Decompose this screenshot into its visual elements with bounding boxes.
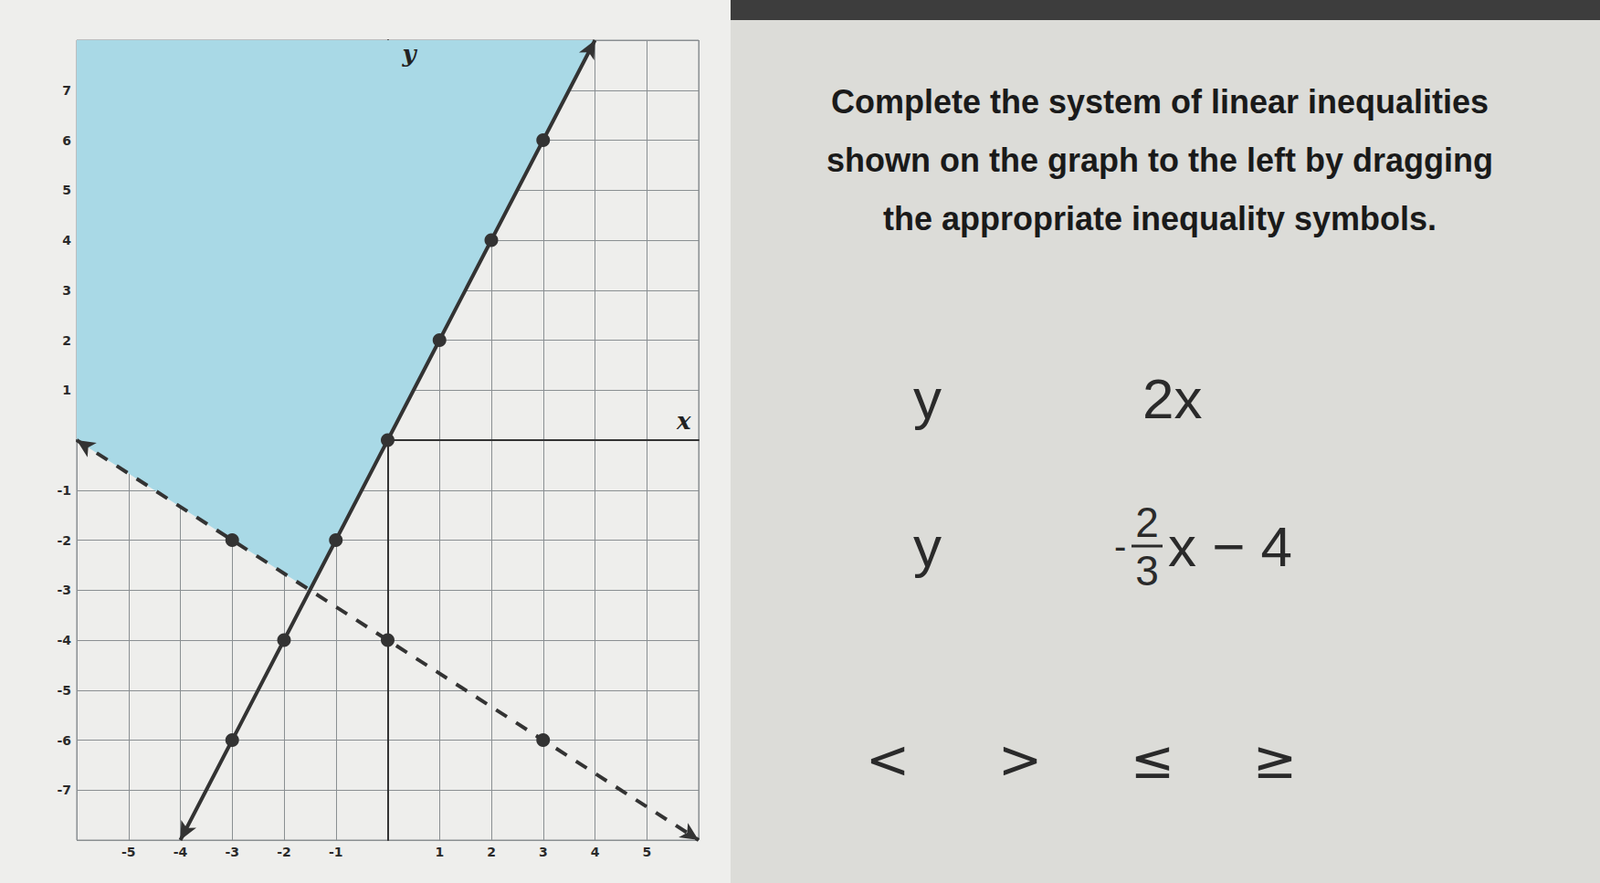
svg-text:7: 7: [62, 83, 72, 98]
svg-text:2: 2: [486, 844, 496, 860]
svg-text:-2: -2: [56, 533, 72, 548]
svg-text:4: 4: [590, 844, 600, 860]
svg-text:-3: -3: [56, 582, 72, 598]
html-text:y: y: [913, 514, 942, 578]
svg-text:-4: -4: [56, 632, 72, 648]
html-text:2x: 2x: [1142, 366, 1203, 430]
svg-text:2: 2: [62, 333, 72, 348]
svg-text:3: 3: [538, 844, 548, 860]
svg-text:5: 5: [642, 844, 652, 860]
svg-text:y: y: [401, 40, 419, 68]
html-text:Complete the system of linear: Complete the system of linear inequaliti…: [830, 83, 1489, 121]
svg-text:-3: -3: [224, 844, 240, 860]
svg-text:-1: -1: [56, 483, 72, 498]
svg-text:-1: -1: [328, 844, 344, 860]
svg-text:x: x: [675, 407, 692, 435]
html-text:3x − 4: 3x − 4: [1135, 514, 1293, 595]
html-text:- 2: - 2: [1114, 498, 1159, 566]
svg-text:-6: -6: [56, 733, 72, 748]
svg-text:-7: -7: [56, 782, 72, 798]
html-text:the appropriate inequality sym: the appropriate inequality symbols.: [883, 200, 1437, 238]
svg-text:1: 1: [434, 844, 444, 860]
svg-text:3: 3: [62, 283, 72, 298]
html-text:y: y: [913, 366, 942, 430]
svg-text:4: 4: [62, 232, 72, 248]
svg-text:5: 5: [62, 182, 72, 198]
svg-text:-5: -5: [56, 683, 72, 698]
html-text:shown on the graph to the left: shown on the graph to the left by draggi…: [826, 141, 1494, 179]
svg-text:-4: -4: [173, 844, 189, 860]
svg-text:6: 6: [62, 133, 72, 148]
svg-text:1: 1: [62, 382, 72, 398]
svg-text:-2: -2: [276, 844, 292, 860]
svg-text:-5: -5: [121, 844, 137, 860]
